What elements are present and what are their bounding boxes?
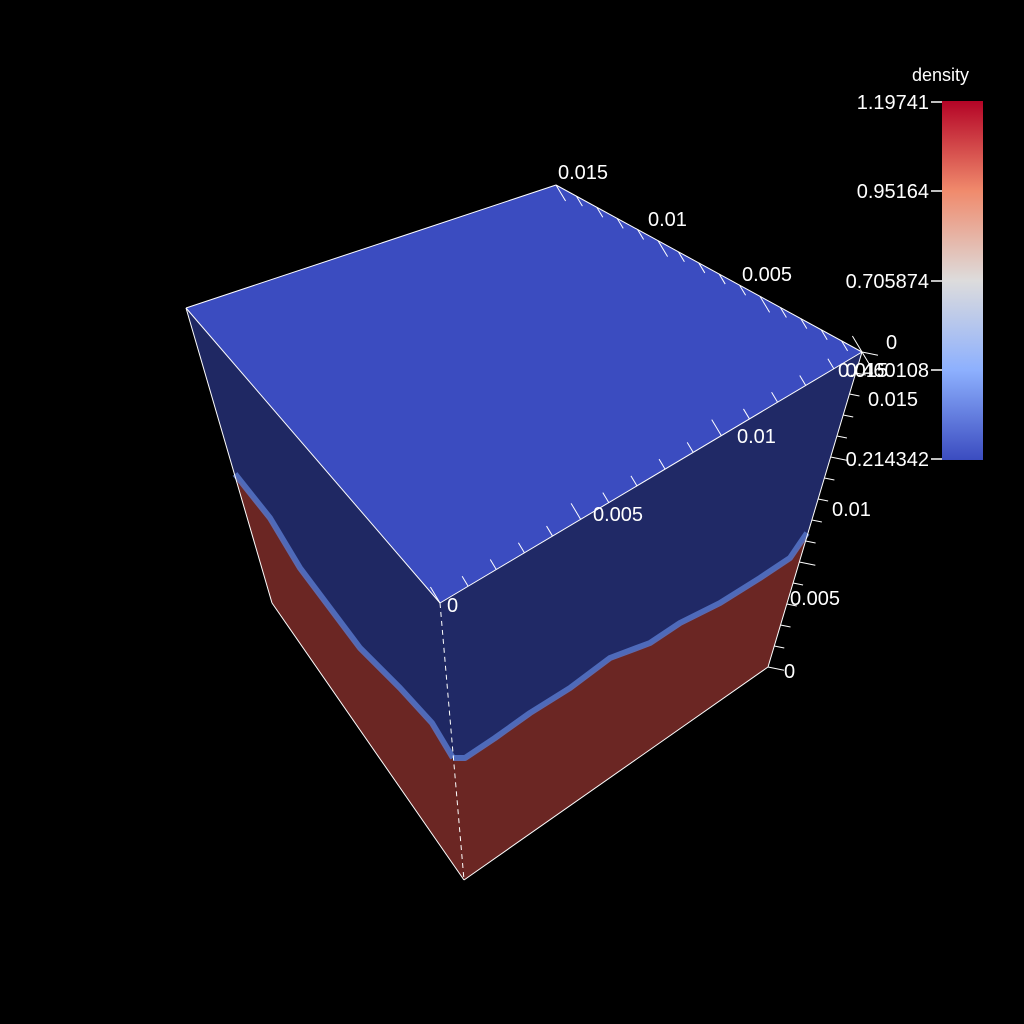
colorbar: [942, 101, 983, 460]
axis-tick-label: 0: [784, 661, 795, 683]
axis-tick: [743, 408, 750, 420]
axis-tick: [575, 195, 583, 207]
axis-labels-top-back: 0.015 0.01 0.005 0: [558, 162, 897, 354]
legend-tick-label: 1.19741: [857, 92, 929, 114]
axis-tick: [602, 492, 610, 503]
axis-tick: [698, 262, 706, 274]
axis-tick-label: 0.015: [558, 162, 608, 184]
axis-tick-label: 0.01: [737, 426, 776, 448]
axis-tick: [861, 351, 879, 356]
axis-tick: [718, 273, 726, 285]
axis-tick: [767, 666, 785, 671]
axis-tick: [637, 229, 645, 240]
axis-tick: [616, 218, 624, 229]
axis-tick-label: 0: [886, 332, 897, 354]
axis-tick: [799, 561, 816, 566]
axis-tick: [780, 624, 791, 628]
cube-left-face-upper: [186, 308, 453, 760]
axis-tick: [759, 296, 771, 313]
axis-tick: [861, 351, 873, 369]
axis-tick: [818, 498, 829, 502]
color-legend: density 1.19741 0.95164 0.705874 0.46010…: [846, 65, 983, 471]
cube-top-face: [186, 185, 862, 603]
axis-tick: [800, 318, 808, 329]
axis-tick-label: 0.01: [648, 209, 687, 231]
axis-tick: [739, 284, 747, 296]
axis-tick: [792, 582, 804, 586]
axis-tick: [799, 375, 807, 386]
axis-tick: [851, 335, 863, 353]
axis-tick: [849, 393, 860, 397]
axis-tick: [657, 240, 669, 257]
axis-tick: [570, 503, 582, 520]
axis-tick: [774, 645, 785, 649]
axis-tick-label: 0.01: [832, 499, 871, 521]
cube-left-face-lower: [235, 475, 464, 880]
axis-tick-label: 0.005: [742, 264, 792, 286]
legend-title: density: [912, 65, 969, 85]
axis-tick: [630, 475, 638, 487]
axis-tick: [811, 519, 822, 523]
axis-tick: [546, 525, 553, 537]
axis-tick-label: 0: [447, 595, 458, 617]
axis-tick-label: 0.015: [838, 360, 888, 382]
axis-tick: [820, 329, 828, 340]
volume-cube: [185, 184, 863, 881]
axis-tick: [830, 456, 847, 461]
axis-tick: [461, 576, 469, 587]
axis-labels-vertical: 0 0.005 0.01 0.015: [784, 389, 918, 683]
density-interface-left: [232, 472, 456, 760]
axis-tick: [843, 414, 854, 418]
axis-tick: [836, 435, 848, 439]
legend-tick-label: 0.705874: [846, 271, 929, 293]
axis-tick: [686, 442, 694, 453]
cube-front-face-lower: [453, 535, 807, 880]
axis-tick: [855, 372, 866, 376]
axis-tick-label: 0.005: [790, 588, 840, 610]
axis-tick: [824, 477, 835, 481]
density-interface-front: [453, 531, 810, 761]
axis-tick: [827, 358, 835, 369]
legend-tick-label: 0.95164: [857, 181, 929, 203]
cube-axes: [429, 184, 879, 671]
axis-labels-top-front: 0 0.005 0.01 0.015: [447, 360, 888, 617]
axis-tick: [517, 542, 525, 554]
axis-tick: [677, 251, 685, 263]
axis-tick: [489, 559, 497, 570]
axis-tick-label: 0.005: [593, 504, 643, 526]
axis-tick: [779, 307, 787, 318]
axis-tick: [841, 340, 849, 352]
axis-tick: [711, 419, 722, 436]
axis-tick-label: 0.015: [868, 389, 918, 411]
axis-tick: [555, 184, 567, 202]
axis-tick: [596, 207, 604, 218]
axis-tick: [771, 391, 779, 403]
axis-tick: [786, 603, 797, 607]
cube-front-face-upper: [440, 352, 862, 760]
legend-tick-label: 0.460108: [846, 360, 929, 382]
axis-tick: [658, 458, 666, 470]
axis-tick: [805, 540, 816, 544]
axis-tick: [429, 586, 441, 604]
legend-tick-label: 0.214342: [846, 449, 929, 471]
